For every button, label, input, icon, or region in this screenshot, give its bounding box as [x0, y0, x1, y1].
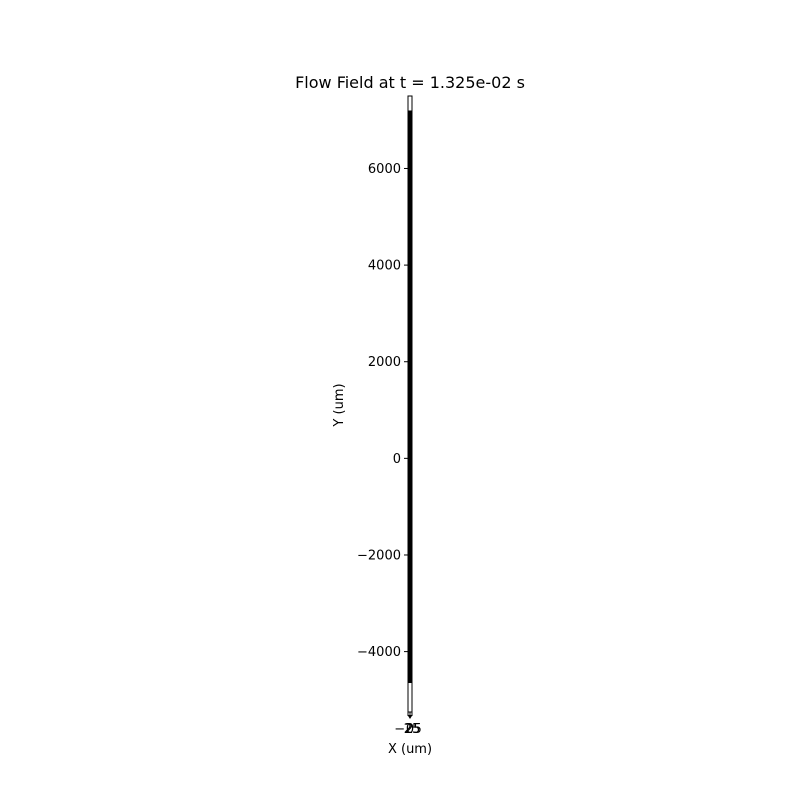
y-tick-label: 2000	[368, 355, 401, 370]
y-tick-label: −2000	[357, 548, 401, 563]
arrow-head	[407, 715, 413, 719]
x-tick-label: 25	[404, 722, 421, 737]
flow-region	[408, 110, 412, 684]
y-tick-label: 6000	[368, 162, 401, 177]
x-axis-label: X (um)	[388, 742, 432, 757]
x-tick-label: −25	[394, 722, 421, 737]
x-tick-label: 0	[406, 722, 414, 737]
y-axis-label: Y (um)	[332, 383, 347, 427]
chart-title: Flow Field at t = 1.325e-02 s	[295, 73, 525, 92]
plot-area	[407, 95, 413, 719]
y-tick-label: 4000	[368, 259, 401, 274]
y-tick-label: 0	[393, 452, 401, 467]
y-tick-label: −4000	[357, 645, 401, 660]
y-axis-ticks: 6000 4000 2000 0 −2000 −4000	[357, 162, 408, 660]
